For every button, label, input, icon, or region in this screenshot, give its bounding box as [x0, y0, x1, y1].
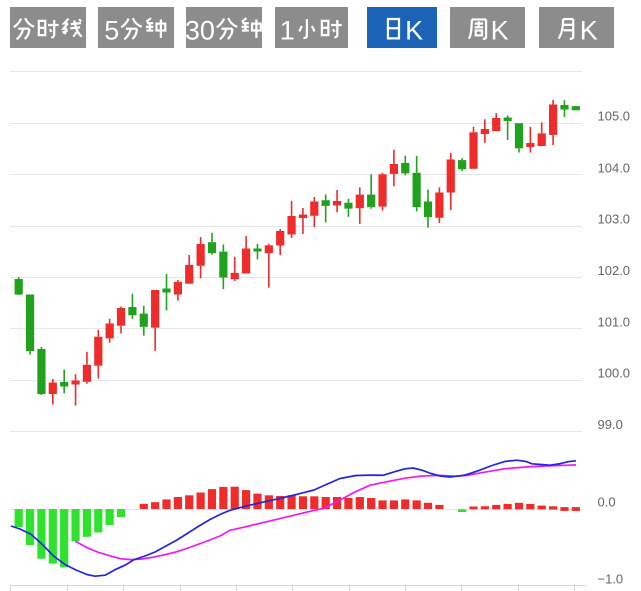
svg-text:5: 5 — [104, 16, 119, 46]
svg-text:30: 30 — [186, 16, 215, 46]
svg-text:K: K — [491, 16, 509, 46]
svg-text:100.0: 100.0 — [598, 366, 631, 381]
svg-text:−1.0: −1.0 — [598, 571, 624, 586]
svg-text:101.0: 101.0 — [598, 314, 631, 329]
svg-text:104.0: 104.0 — [598, 160, 631, 175]
svg-text:0.0: 0.0 — [598, 495, 616, 510]
svg-text:99.0: 99.0 — [598, 417, 623, 432]
svg-text:K: K — [405, 16, 423, 46]
svg-text:K: K — [579, 16, 597, 46]
svg-text:105.0: 105.0 — [598, 109, 631, 124]
svg-text:1: 1 — [280, 16, 295, 46]
svg-text:102.0: 102.0 — [598, 263, 631, 278]
svg-text:103.0: 103.0 — [598, 212, 631, 227]
